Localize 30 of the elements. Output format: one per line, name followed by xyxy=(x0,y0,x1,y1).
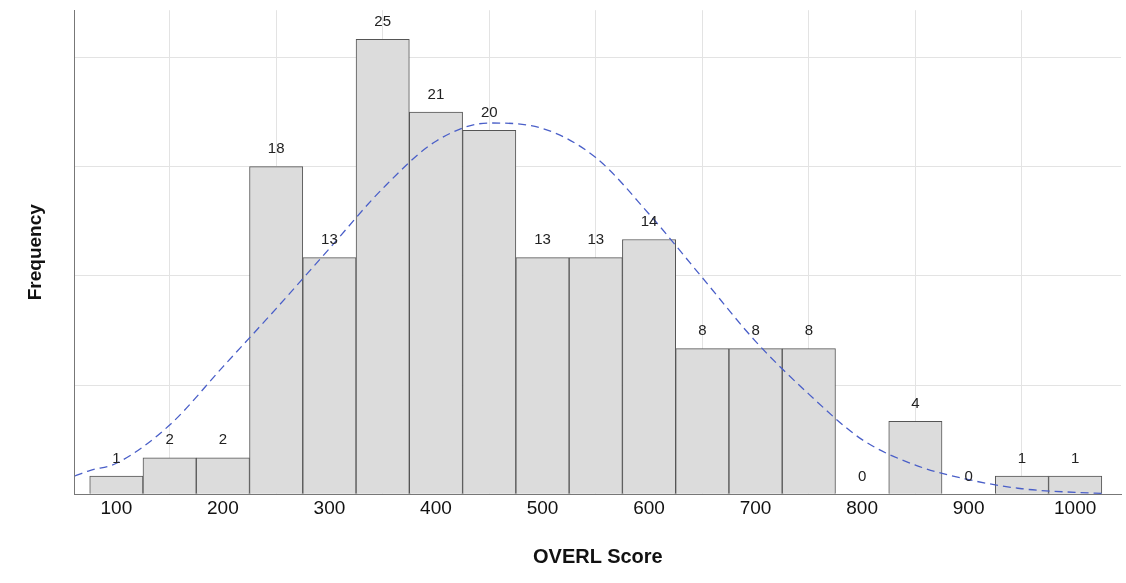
data-label: 1 xyxy=(1071,448,1080,466)
data-label: 8 xyxy=(804,321,814,339)
x-tick-label: 400 xyxy=(420,496,452,518)
data-label: 13 xyxy=(587,230,605,248)
data-label: 0 xyxy=(857,466,867,484)
x-tick-label: 600 xyxy=(633,496,665,518)
data-label: 1 xyxy=(112,448,121,466)
x-tick-label: 900 xyxy=(952,496,985,518)
data-label: 8 xyxy=(751,321,760,339)
data-label: 4 xyxy=(911,394,920,412)
x-tick-label: 200 xyxy=(207,496,239,518)
x-tick-label: 100 xyxy=(100,496,133,518)
x-axis-title: OVERL Score xyxy=(533,544,663,567)
data-label: 20 xyxy=(480,102,498,120)
data-label: 2 xyxy=(165,430,174,448)
data-label: 8 xyxy=(698,321,707,339)
data-label: 2 xyxy=(218,430,228,448)
data-label: 21 xyxy=(427,84,445,102)
data-label: 13 xyxy=(534,230,551,248)
x-tick-label: 500 xyxy=(526,496,559,518)
x-tick-label: 800 xyxy=(846,496,878,518)
x-tick-label: 300 xyxy=(313,496,346,518)
data-label: 25 xyxy=(374,11,392,29)
x-tick-label: 700 xyxy=(739,496,772,518)
y-axis-title: Frequency xyxy=(23,203,45,301)
data-label: 13 xyxy=(321,230,338,248)
data-label: 18 xyxy=(267,139,285,157)
data-label: 1 xyxy=(1017,448,1027,466)
data-label: 14 xyxy=(640,212,658,230)
x-tick-label: 1000 xyxy=(1054,496,1097,518)
